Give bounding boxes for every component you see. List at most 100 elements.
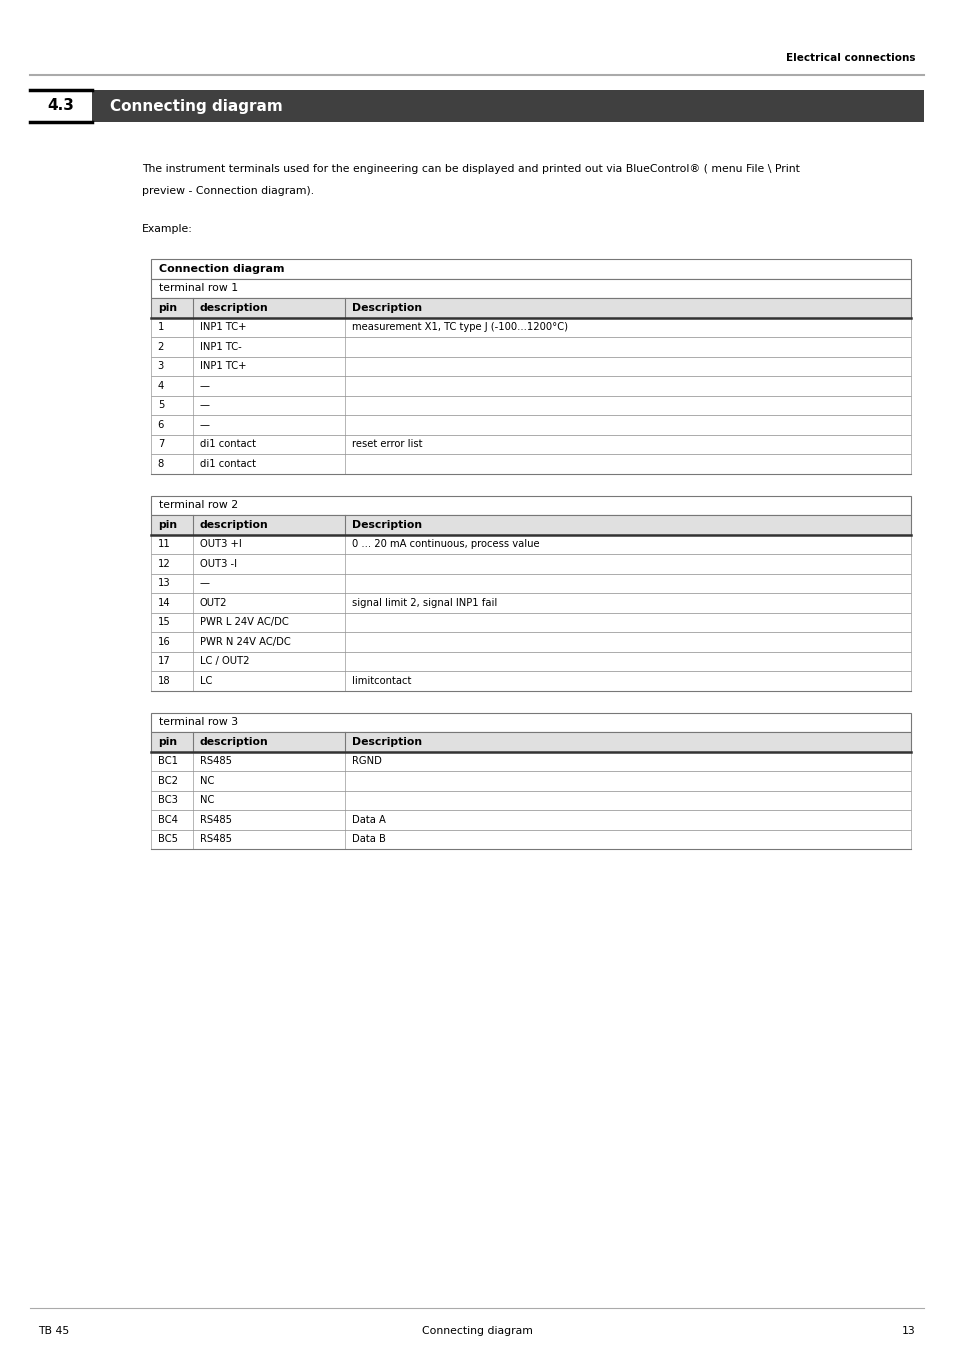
Text: OUT2: OUT2 (199, 598, 227, 608)
Text: di1 contact: di1 contact (199, 439, 255, 450)
Text: The instrument terminals used for the engineering can be displayed and printed o: The instrument terminals used for the en… (142, 163, 799, 174)
Text: Connection diagram: Connection diagram (158, 263, 284, 274)
Text: 14: 14 (157, 598, 171, 608)
Text: INP1 TC+: INP1 TC+ (199, 362, 246, 371)
Bar (151, 338, 910, 356)
Bar (151, 713, 910, 732)
Text: 4: 4 (157, 381, 164, 390)
Text: 8: 8 (157, 459, 164, 468)
Text: OUT3 -I: OUT3 -I (199, 559, 236, 568)
Text: 7: 7 (157, 439, 164, 450)
Bar (151, 435, 910, 454)
Text: Data A: Data A (352, 815, 385, 825)
Text: Description: Description (352, 737, 421, 747)
Text: description: description (199, 302, 268, 313)
Bar (91, 90, 923, 122)
Text: Electrical connections: Electrical connections (785, 53, 915, 63)
Text: Example:: Example: (142, 224, 193, 234)
Text: 2: 2 (157, 342, 164, 352)
Text: BC1: BC1 (157, 756, 177, 767)
Text: terminal row 3: terminal row 3 (158, 717, 237, 728)
Text: INP1 TC+: INP1 TC+ (199, 323, 246, 332)
Bar (151, 613, 910, 632)
Bar (151, 810, 910, 829)
Bar (151, 298, 910, 317)
Text: Description: Description (352, 520, 421, 529)
Bar (151, 752, 910, 771)
Text: BC4: BC4 (157, 815, 177, 825)
Text: BC5: BC5 (157, 834, 177, 844)
Text: Connecting diagram: Connecting diagram (110, 99, 282, 113)
Text: pin: pin (157, 737, 176, 747)
Bar (30, 90, 91, 122)
Text: 13: 13 (902, 1326, 915, 1336)
Bar (151, 356, 910, 377)
Text: LC / OUT2: LC / OUT2 (199, 656, 249, 667)
Bar (151, 632, 910, 652)
Text: RS485: RS485 (199, 834, 232, 844)
Text: reset error list: reset error list (352, 439, 421, 450)
Text: 4.3: 4.3 (48, 99, 74, 113)
Text: description: description (199, 737, 268, 747)
Text: RS485: RS485 (199, 815, 232, 825)
Text: preview - Connection diagram).: preview - Connection diagram). (142, 186, 314, 196)
Bar (151, 535, 910, 554)
Text: RGND: RGND (352, 756, 381, 767)
Text: PWR N 24V AC/DC: PWR N 24V AC/DC (199, 637, 290, 647)
Text: BC2: BC2 (157, 776, 177, 786)
Bar (151, 317, 910, 338)
Text: OUT3 +I: OUT3 +I (199, 539, 241, 549)
Text: description: description (199, 520, 268, 529)
Bar (151, 732, 910, 752)
Text: NC: NC (199, 795, 213, 805)
Text: di1 contact: di1 contact (199, 459, 255, 468)
Text: TB 45: TB 45 (38, 1326, 70, 1336)
Text: 16: 16 (157, 637, 171, 647)
Text: 17: 17 (157, 656, 171, 667)
Text: INP1 TC-: INP1 TC- (199, 342, 241, 352)
Text: 13: 13 (157, 578, 171, 589)
Bar (151, 514, 910, 535)
Bar (151, 495, 910, 514)
Text: —: — (199, 578, 210, 589)
Text: 1: 1 (157, 323, 164, 332)
Bar (151, 671, 910, 690)
Bar (151, 377, 910, 396)
Text: 5: 5 (157, 400, 164, 410)
Bar (151, 593, 910, 613)
Text: 15: 15 (157, 617, 171, 628)
Bar (151, 454, 910, 474)
Text: NC: NC (199, 776, 213, 786)
Text: LC: LC (199, 676, 212, 686)
Bar (151, 278, 910, 298)
Text: RS485: RS485 (199, 756, 232, 767)
Bar (151, 771, 910, 791)
Text: limitcontact: limitcontact (352, 676, 411, 686)
Text: Connecting diagram: Connecting diagram (421, 1326, 532, 1336)
Bar (151, 829, 910, 849)
Text: terminal row 1: terminal row 1 (158, 284, 237, 293)
Text: —: — (199, 420, 210, 429)
Text: 3: 3 (157, 362, 164, 371)
Text: 0 ... 20 mA continuous, process value: 0 ... 20 mA continuous, process value (352, 539, 538, 549)
Bar (151, 574, 910, 593)
Bar (151, 652, 910, 671)
Bar (151, 554, 910, 574)
Text: —: — (199, 400, 210, 410)
Text: pin: pin (157, 520, 176, 529)
Text: PWR L 24V AC/DC: PWR L 24V AC/DC (199, 617, 288, 628)
Text: pin: pin (157, 302, 176, 313)
Text: Description: Description (352, 302, 421, 313)
Text: measurement X1, TC type J (-100...1200°C): measurement X1, TC type J (-100...1200°C… (352, 323, 567, 332)
Bar (151, 414, 910, 435)
Text: signal limit 2, signal INP1 fail: signal limit 2, signal INP1 fail (352, 598, 497, 608)
Text: terminal row 2: terminal row 2 (158, 501, 237, 510)
Text: 6: 6 (157, 420, 164, 429)
Text: BC3: BC3 (157, 795, 177, 805)
Bar (151, 259, 910, 278)
Text: Data B: Data B (352, 834, 385, 844)
Text: 12: 12 (157, 559, 171, 568)
Text: 18: 18 (157, 676, 171, 686)
Bar (151, 396, 910, 414)
Text: —: — (199, 381, 210, 390)
